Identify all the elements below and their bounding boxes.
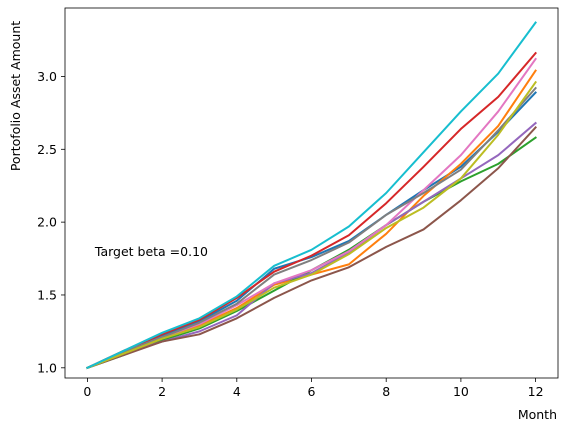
y-tick-label: 1.5 [37,287,57,302]
series-line-10 [86,21,537,370]
plot-frame [64,7,559,379]
series-line-1 [86,91,538,370]
series-line-6 [86,126,538,370]
x-tick-label: 4 [233,384,241,399]
series-line-2 [86,69,537,370]
series-line-9 [86,80,537,370]
y-axis: 1.0 1.5 2.0 2.5 3.0 [37,69,65,375]
x-axis-label: Month [518,407,557,422]
y-tick-label: 1.0 [37,360,57,375]
y-tick-label: 2.0 [37,215,57,230]
series-line-8 [86,86,538,370]
x-tick-label: 12 [528,384,544,399]
y-tick-label: 2.5 [37,142,57,157]
y-axis-label: Portofolio Asset Amount [8,21,23,171]
series-line-4 [86,51,537,370]
y-tick-label: 3.0 [37,69,57,84]
x-tick-label: 6 [308,384,316,399]
series-layer [86,21,538,370]
series-line-7 [86,57,537,370]
x-tick-label: 10 [453,384,469,399]
target-beta-annotation: Target beta =0.10 [94,244,208,259]
x-axis: 0 2 4 6 8 10 12 [83,378,544,399]
x-tick-label: 0 [83,384,91,399]
x-tick-label: 2 [158,384,166,399]
x-tick-label: 8 [382,384,390,399]
